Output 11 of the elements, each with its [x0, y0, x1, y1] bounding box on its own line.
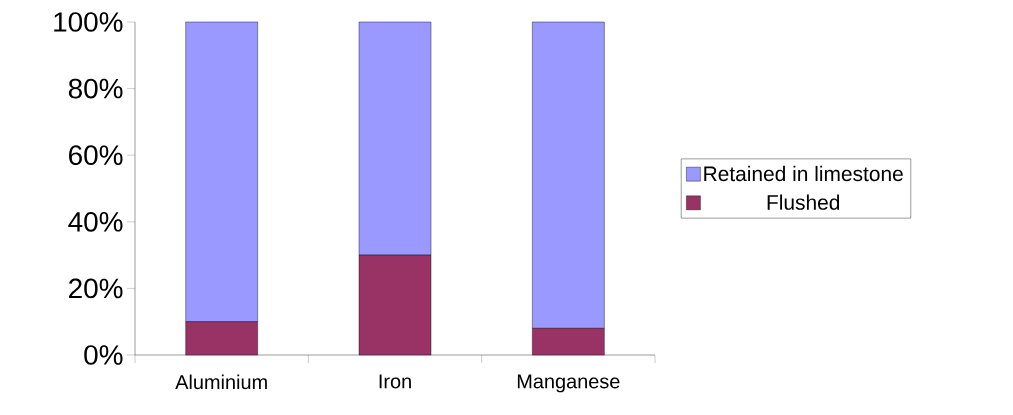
legend-label: Retained in limestone	[704, 165, 903, 182]
x-tick-label: Aluminium	[175, 374, 267, 390]
y-tick-label: 0%	[84, 345, 123, 365]
y-tick-label: 60%	[69, 145, 123, 166]
text: Flushed	[767, 194, 840, 210]
y-tick-label: 20%	[69, 278, 123, 299]
y-tick-label: 100%	[54, 12, 123, 32]
x-tick-label: Iron	[379, 374, 411, 389]
y-tick-label: 80%	[68, 78, 123, 99]
x-tick-label: Manganese	[517, 374, 620, 393]
y-tick-label: 40%	[68, 211, 123, 232]
